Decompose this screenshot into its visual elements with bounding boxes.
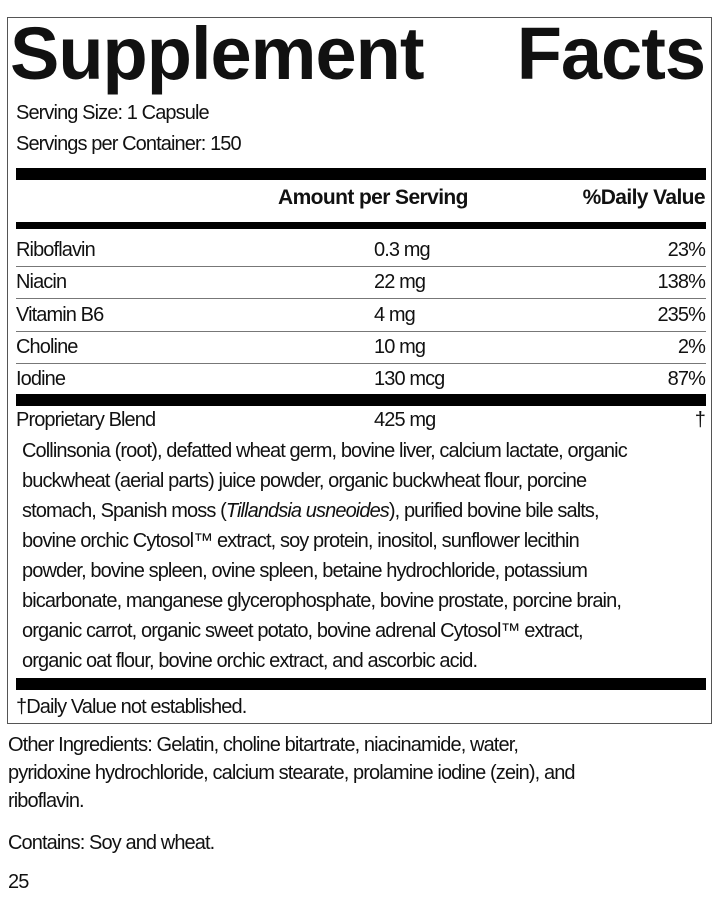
row-separator	[16, 298, 706, 300]
footnote: †Daily Value not established.	[16, 696, 247, 718]
supplement-facts-panel	[7, 17, 712, 724]
text: stomach, Spanish moss (	[22, 500, 227, 522]
nutrient-name: Choline	[16, 335, 78, 358]
row-separator	[16, 362, 706, 364]
blend-name: Proprietary Blend	[16, 409, 156, 431]
text: ), purified bovine bile salts,	[388, 500, 600, 522]
divider-thick	[16, 678, 706, 690]
header-amount: Amount per Serving	[278, 186, 468, 209]
nutrient-name: Vitamin B6	[16, 303, 104, 326]
blend-daily-value: †	[694, 409, 706, 431]
blend-ingredient-line: organic carrot, organic sweet potato, bo…	[22, 620, 584, 642]
nutrient-amount: 0.3 mg	[374, 239, 431, 261]
other-ingredients-line: riboflavin.	[8, 790, 85, 812]
nutrient-amount: 130 mcg	[374, 368, 445, 391]
divider-thick	[16, 394, 706, 406]
blend-ingredient-line: organic oat flour, bovine orchic extract…	[22, 650, 478, 672]
title-word: Facts	[516, 12, 706, 95]
other-ingredients-line: pyridoxine hydrochloride, calcium steara…	[8, 762, 576, 784]
blend-ingredient-line: buckwheat (aerial parts) juice powder, o…	[22, 470, 587, 492]
nutrient-daily-value: 2%	[677, 335, 706, 358]
nutrient-amount: 10 mg	[374, 335, 426, 358]
row-separator	[16, 266, 706, 267]
title-word: Supplement	[10, 12, 424, 95]
nutrient-name: Niacin	[16, 271, 67, 294]
page-number: 25	[8, 871, 29, 893]
blend-ingredient-line: powder, bovine spleen, ovine spleen, bet…	[22, 560, 588, 582]
panel-title: Supplement Facts	[10, 12, 706, 95]
nutrient-daily-value: 235%	[657, 303, 705, 326]
nutrient-name: Iodine	[16, 368, 66, 391]
nutrient-daily-value: 138%	[657, 271, 705, 294]
servings-per-container: Servings per Container: 150	[16, 133, 242, 155]
divider-medium	[16, 222, 706, 229]
blend-ingredient-line: stomach, Spanish moss (Tillandsia usneoi…	[22, 499, 600, 523]
header-daily-value: %Daily Value	[582, 186, 706, 209]
nutrient-amount: 22 mg	[374, 271, 426, 294]
nutrient-name: Riboflavin	[16, 239, 96, 261]
latin-name: Tillandsia usneoides	[225, 500, 390, 522]
blend-ingredient-line: bovine orchic Cytosol™ extract, soy prot…	[22, 530, 580, 552]
contains-allergens: Contains: Soy and wheat.	[8, 832, 215, 854]
divider-thick	[16, 168, 706, 180]
row-separator	[16, 330, 706, 332]
other-ingredients-line: Other Ingredients: Gelatin, choline bita…	[8, 734, 519, 756]
nutrient-daily-value: 87%	[667, 368, 706, 391]
blend-ingredient-line: bicarbonate, manganese glycerophosphate,…	[22, 590, 622, 612]
nutrient-amount: 4 mg	[374, 303, 416, 326]
nutrient-daily-value: 23%	[667, 239, 706, 261]
blend-ingredient-line: Collinsonia (root), defatted wheat germ,…	[22, 440, 628, 462]
serving-size: Serving Size: 1 Capsule	[16, 102, 210, 124]
blend-amount: 425 mg	[374, 409, 436, 431]
